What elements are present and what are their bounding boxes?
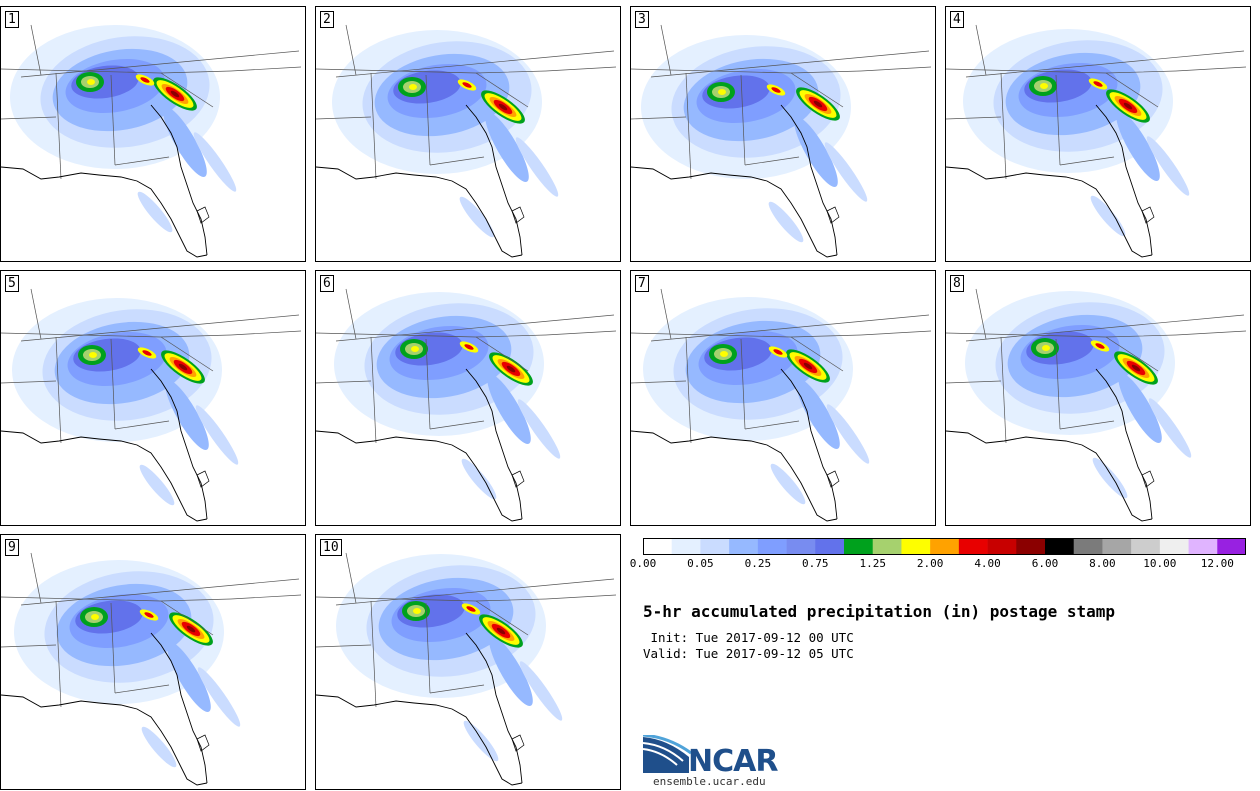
ncar-logo-icon (643, 735, 692, 773)
colorbar-tick-label: 0.75 (802, 557, 829, 570)
precipitation-map (1, 288, 302, 522)
ensemble-member-panel: 10 (315, 534, 621, 790)
colorbar-tick-label: 1.25 (859, 557, 886, 570)
precipitation-map (946, 288, 1247, 522)
colorbar-swatch (786, 538, 816, 555)
site-url: ensemble.ucar.edu (653, 775, 766, 788)
panel-number-label: 5 (5, 275, 19, 292)
precipitation-map (631, 24, 932, 258)
colorbar-swatch (671, 538, 701, 555)
ensemble-member-panel: 3 (630, 6, 936, 262)
ensemble-member-panel: 5 (0, 270, 306, 526)
colorbar-tick-label: 0.25 (744, 557, 772, 570)
precipitation-map (946, 24, 1247, 258)
colorbar-swatch (1045, 538, 1075, 555)
panel-number-label: 1 (5, 11, 19, 28)
colorbar-swatch (958, 538, 988, 555)
colorbar-swatch (1073, 538, 1103, 555)
panel-number-label: 2 (320, 11, 334, 28)
colorbar-swatch (1188, 538, 1218, 555)
logo-wordmark: NCAR (688, 744, 778, 779)
ensemble-member-panel: 2 (315, 6, 621, 262)
panel-number-label: 8 (950, 275, 964, 292)
colorbar-swatch (1016, 538, 1046, 555)
ensemble-member-panel: 9 (0, 534, 306, 790)
colorbar-swatch (815, 538, 845, 555)
panel-number-label: 9 (5, 539, 19, 556)
precipitation-map (1, 24, 302, 258)
panel-number-label: 7 (635, 275, 649, 292)
init-time: Init: Tue 2017-09-12 00 UTC (643, 630, 854, 645)
colorbar-swatch (930, 538, 960, 555)
precipitation-map (631, 288, 932, 522)
ensemble-member-panel: 1 (0, 6, 306, 262)
panel-number-label: 10 (320, 539, 342, 556)
ensemble-member-panel: 6 (315, 270, 621, 526)
colorbar-swatch (872, 538, 902, 555)
precipitation-colorbar (643, 538, 1246, 555)
valid-time: Valid: Tue 2017-09-12 05 UTC (643, 646, 854, 661)
colorbar-tick-label: 0.05 (687, 557, 714, 570)
colorbar-tick-label: 10.00 (1143, 557, 1177, 570)
precipitation-map (316, 552, 617, 786)
colorbar-swatch (1102, 538, 1132, 555)
panel-number-label: 4 (950, 11, 964, 28)
colorbar-swatch (987, 538, 1017, 555)
chart-title: 5-hr accumulated precipitation (in) post… (643, 602, 1116, 621)
panel-number-label: 3 (635, 11, 649, 28)
colorbar-tick-label: 12.00 (1200, 557, 1234, 570)
colorbar-tick-label: 0.00 (629, 557, 657, 570)
precipitation-map (1, 552, 302, 786)
precipitation-map (316, 288, 617, 522)
ensemble-member-panel: 4 (945, 6, 1251, 262)
colorbar-swatch (1131, 538, 1161, 555)
colorbar-swatch (729, 538, 759, 555)
colorbar-tick-label: 8.00 (1089, 557, 1116, 570)
colorbar-swatch (1217, 538, 1246, 555)
colorbar-tick-label: 4.00 (974, 557, 1001, 570)
colorbar-swatch (757, 538, 787, 555)
ensemble-member-panel: 8 (945, 270, 1251, 526)
colorbar-swatch (901, 538, 931, 555)
colorbar-tick-label: 2.00 (916, 557, 944, 570)
colorbar-swatch (844, 538, 874, 555)
precipitation-map (316, 24, 617, 258)
panel-number-label: 6 (320, 275, 334, 292)
colorbar-swatch (1159, 538, 1189, 555)
colorbar-swatch (643, 538, 673, 555)
colorbar-tick-label: 6.00 (1031, 557, 1059, 570)
ensemble-member-panel: 7 (630, 270, 936, 526)
colorbar-swatch (700, 538, 730, 555)
